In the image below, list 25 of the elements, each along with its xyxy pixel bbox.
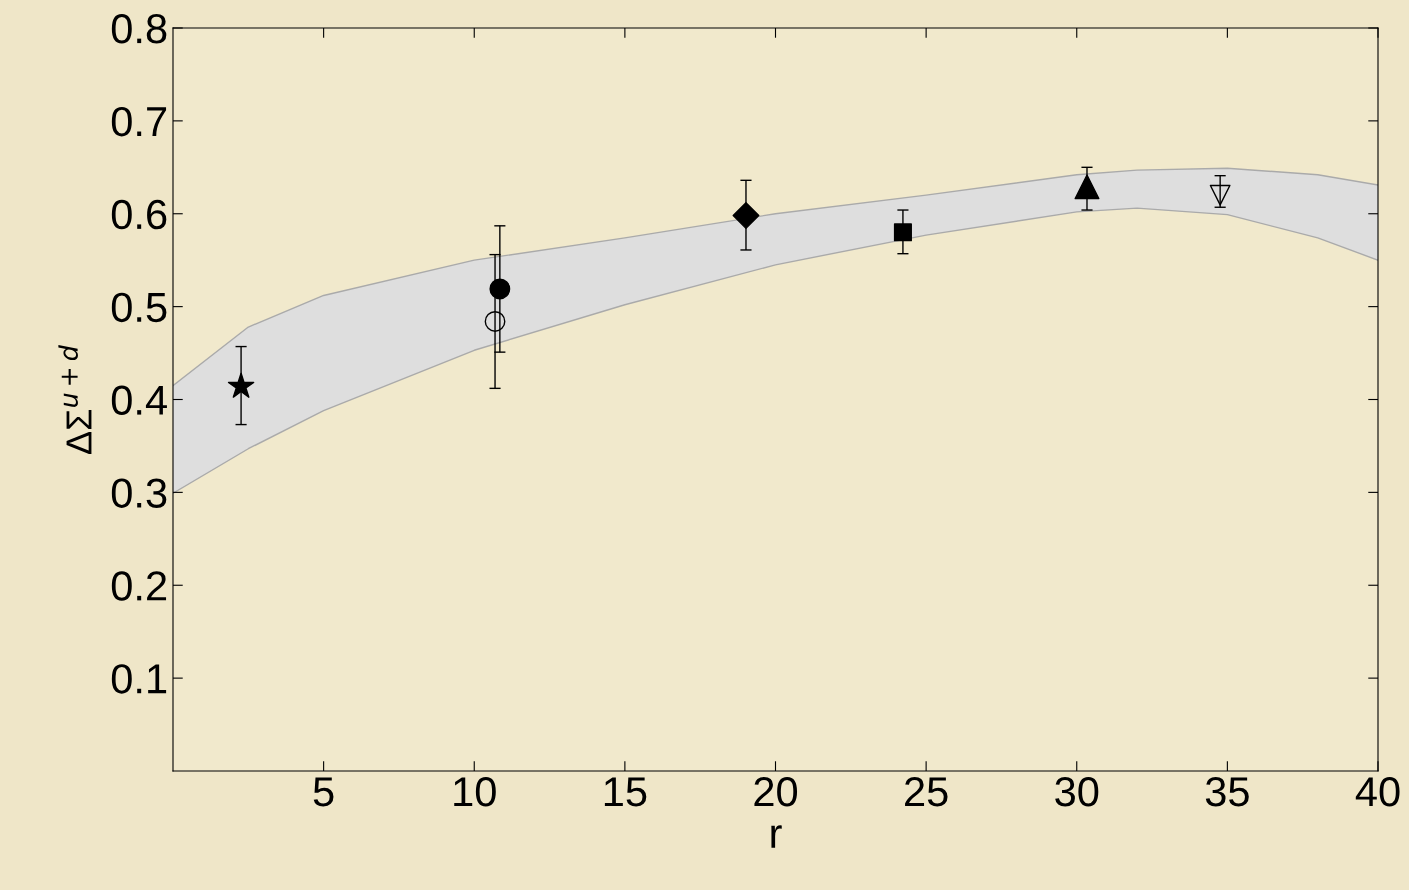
y-tick-label: 0.2 [111,571,167,601]
point [1209,184,1231,206]
x-tick-label: 35 [1205,776,1249,807]
x-tick-label: 5 [313,777,334,807]
point [1074,174,1100,200]
x-tick-label: 20 [754,776,798,807]
point [489,278,511,300]
x-tick-label: 25 [905,776,948,807]
point [484,311,506,332]
point [893,223,912,242]
y-axis-title: ΔΣ$^{u+d}$ [58,345,92,455]
x-tick-label: 30 [1055,776,1099,807]
y-tick-label: 0.8 [111,14,167,44]
y-tick-label: 0.7 [111,106,167,137]
y-tick-label: 0.5 [111,292,167,323]
y-tick-label: 0.4 [111,385,167,416]
y-tick-label: 0.1 [111,664,167,694]
x-axis-title: r [771,825,782,848]
x-tick-label: 15 [604,777,647,807]
point [227,372,255,398]
point [732,202,760,230]
x-tick-label: 10 [454,776,496,807]
y-tick-label: 0.3 [111,478,167,508]
x-tick-label: 40 [1355,776,1400,807]
y-tick-label: 0.6 [111,199,167,230]
